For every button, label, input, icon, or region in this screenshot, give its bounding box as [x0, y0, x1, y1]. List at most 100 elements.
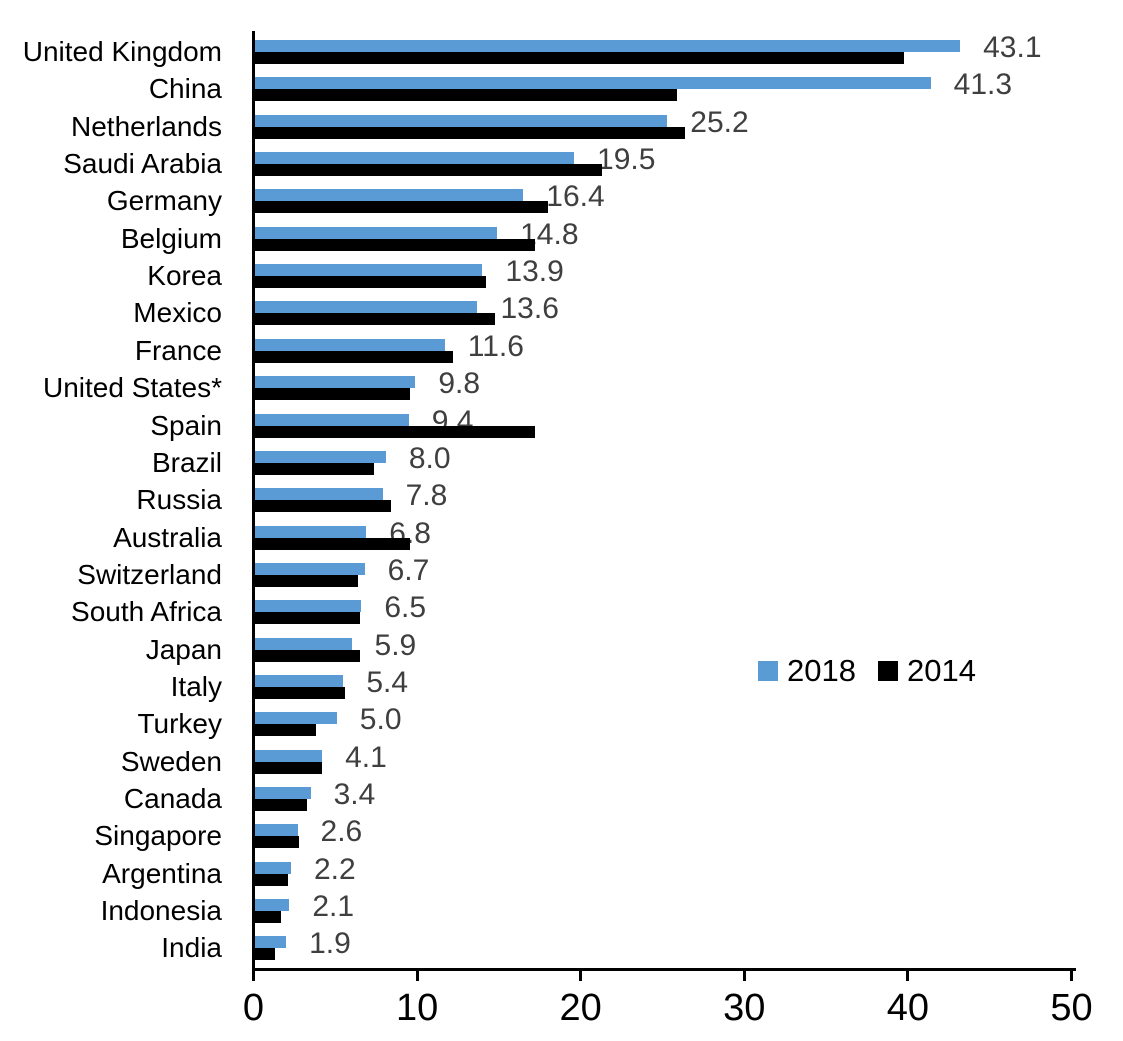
bar-2014	[255, 724, 316, 737]
x-tick-mark	[252, 968, 255, 981]
value-label: 41.3	[953, 68, 1013, 102]
x-tick-mark	[906, 968, 910, 981]
x-tick-label: 20	[559, 987, 602, 1029]
bar-2018	[255, 189, 524, 202]
value-label: 19.5	[597, 143, 656, 177]
x-tick-mark	[1070, 968, 1073, 981]
category-label: Australia	[113, 521, 222, 553]
bar-2018	[255, 301, 478, 314]
bar-2014	[255, 537, 411, 550]
category-label: Germany	[106, 185, 222, 217]
value-label: 8.0	[408, 441, 451, 475]
bar-2018	[255, 114, 668, 127]
value-label: 2.6	[320, 815, 363, 849]
bar-2018	[255, 413, 409, 426]
bar-2014	[255, 350, 453, 363]
category-label: South Africa	[71, 596, 222, 628]
bar-2014	[255, 126, 686, 139]
category-label: Singapore	[94, 820, 222, 852]
value-label: 13.6	[500, 292, 559, 326]
value-label: 5.4	[366, 665, 409, 699]
category-label: India	[161, 932, 222, 964]
bar-2018	[255, 824, 298, 837]
bar-2018	[255, 450, 386, 463]
bar-2018	[255, 861, 291, 874]
category-label: Turkey	[137, 708, 222, 740]
value-label: 6.5	[384, 591, 427, 625]
bar-2014	[255, 612, 360, 625]
x-tick-label: 10	[395, 987, 439, 1029]
bar-2014	[255, 201, 548, 214]
value-label: 16.4	[546, 180, 605, 214]
bar-2018	[255, 712, 337, 725]
value-label: 25.2	[690, 105, 749, 139]
value-label: 2.1	[312, 890, 355, 924]
legend-label-2018: 2018	[787, 653, 856, 688]
x-tick-mark	[742, 968, 746, 981]
legend-swatch-2014	[878, 661, 898, 681]
category-label: Korea	[147, 260, 222, 292]
value-label: 9.8	[438, 367, 481, 401]
bar-2018	[255, 899, 290, 912]
y-axis-line	[251, 31, 255, 971]
value-label: 5.0	[359, 703, 402, 737]
value-label: 4.1	[345, 740, 387, 774]
bar-2014	[255, 574, 359, 587]
bar-2018	[255, 77, 931, 90]
bar-2018	[255, 562, 365, 575]
value-label: 2.2	[313, 852, 356, 886]
legend-swatch-2018	[758, 661, 778, 681]
bar-2014	[255, 52, 905, 64]
bar-2014	[255, 462, 375, 475]
category-label: Brazil	[151, 446, 222, 478]
bar-2018	[255, 338, 445, 351]
category-label: Netherlands	[71, 110, 222, 142]
category-label: Russia	[136, 484, 222, 516]
bar-2018	[255, 40, 961, 52]
x-tick-mark	[579, 968, 583, 981]
value-label: 7.8	[405, 479, 448, 513]
bar-2014	[255, 761, 323, 774]
legend-label-2014: 2014	[907, 653, 976, 688]
x-tick-label: 50	[1050, 987, 1093, 1029]
bar-2018	[255, 936, 287, 949]
bar-2014	[255, 649, 360, 662]
bar-2018	[255, 787, 311, 799]
category-label: United States*	[43, 372, 222, 404]
bar-2014	[255, 948, 275, 961]
bar-2018	[255, 525, 367, 538]
category-label: Canada	[123, 783, 222, 814]
bar-2018	[255, 264, 483, 277]
value-label: 1.9	[309, 927, 351, 961]
category-label: Belgium	[120, 222, 222, 254]
category-label: Spain	[150, 409, 222, 441]
bar-2014	[255, 873, 288, 886]
bar-2014	[255, 911, 282, 924]
category-label: Sweden	[120, 745, 222, 777]
bar-2014	[255, 89, 678, 102]
bar-2014	[255, 164, 602, 177]
bar-2014	[255, 686, 345, 699]
bar-2014	[255, 276, 486, 289]
bar-2014	[255, 313, 496, 326]
bar-2018	[255, 226, 498, 239]
bar-2018	[255, 674, 344, 687]
category-label: Italy	[170, 670, 222, 702]
bar-2014	[255, 836, 300, 849]
category-label: Mexico	[133, 297, 222, 329]
category-label: Indonesia	[100, 895, 222, 927]
category-label: Japan	[145, 633, 222, 665]
category-label: Argentina	[102, 857, 222, 889]
bar-2018	[255, 488, 383, 501]
value-label: 3.4	[333, 778, 376, 811]
category-label: France	[134, 334, 222, 366]
value-label: 6.7	[387, 553, 430, 587]
bar-2018	[255, 376, 416, 389]
bar-2018	[255, 749, 323, 762]
value-label: 5.9	[374, 628, 417, 662]
bar-2018	[255, 152, 575, 165]
x-axis-line	[251, 967, 1076, 971]
category-label: Switzerland	[77, 558, 222, 590]
bar-2018	[255, 637, 352, 650]
